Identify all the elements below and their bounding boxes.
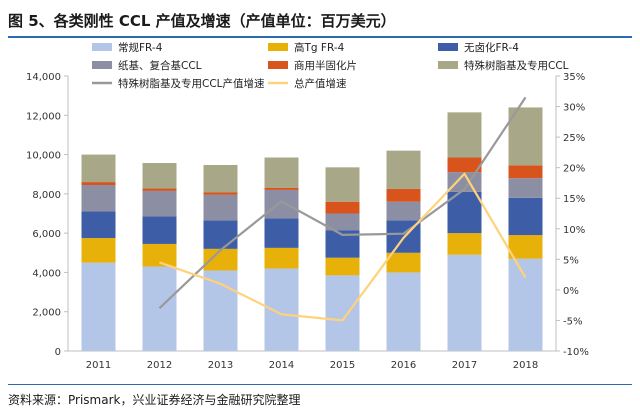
bar-segment: [142, 190, 177, 217]
y-left-tick-label: 8,000: [32, 190, 61, 201]
legend-label: 总产值增速: [294, 77, 347, 90]
footer-divider: [8, 384, 632, 385]
stacked-bar-line-chart: 常规FR-4 高Tg FR-4 无卤化FR-4纸基、复合基CCL 商用半固化片 特殊树脂…: [26, 41, 589, 371]
y-right-tick-label: 25%: [563, 133, 585, 144]
x-tick-label: 2018: [513, 360, 538, 371]
bar-segment: [142, 216, 177, 244]
y-right-tick-label: 0%: [563, 286, 579, 297]
bar-segment: [447, 157, 482, 173]
bar-segment: [447, 233, 482, 255]
bar-segment: [264, 187, 299, 190]
bar-segment: [325, 257, 360, 276]
y-right-tick-label: 20%: [563, 164, 585, 175]
bar-segment: [508, 107, 543, 166]
bar-segment: [203, 192, 238, 195]
bar-segment: [447, 254, 482, 351]
bar-segment: [386, 252, 421, 273]
y-right-tick-label: 10%: [563, 225, 585, 236]
bar-segment: [325, 275, 360, 351]
bar-segment: [447, 191, 482, 234]
bar-segment: [325, 167, 360, 202]
bar-segment: [81, 154, 116, 183]
chart-bars: [81, 107, 543, 351]
y-left-tick-label: 10,000: [26, 151, 61, 162]
bar-segment: [142, 163, 177, 189]
y-right-tick-label: 15%: [563, 194, 585, 205]
y-right-tick-label: -5%: [563, 316, 582, 327]
bar-segment: [81, 185, 116, 212]
x-tick-label: 2014: [269, 360, 294, 371]
legend-label: 纸基、复合基CCL: [118, 59, 202, 72]
bar-segment: [203, 164, 238, 193]
total-growth-line: [159, 172, 527, 322]
y-left-tick-label: 14,000: [26, 72, 61, 83]
title-divider: [8, 36, 632, 38]
y-right-tick-label: 30%: [563, 103, 585, 114]
bar-segment: [508, 165, 543, 179]
bar-segment: [203, 270, 238, 351]
chart-legend: 常规FR-4 高Tg FR-4 无卤化FR-4纸基、复合基CCL 商用半固化片 特殊树脂…: [92, 41, 569, 90]
bar-segment: [81, 182, 116, 186]
legend-swatch: [268, 61, 288, 69]
source-note: 资料来源：Prismark，兴业证券经济与金融研究院整理: [8, 393, 301, 407]
figure-title: 图 5、各类刚性 CCL 产值及增速（产值单位：百万美元）: [8, 12, 396, 30]
bar-segment: [142, 266, 177, 351]
legend-swatch: [92, 61, 112, 69]
legend-label: 特殊树脂基及专用CCL: [464, 59, 569, 72]
special-growth-line: [158, 96, 527, 309]
y-left-tick-label: 0: [55, 347, 61, 358]
legend-label: 无卤化FR-4: [464, 41, 519, 54]
legend-label: 常规FR-4: [118, 41, 163, 54]
bar-segment: [264, 157, 299, 188]
bar-segment: [325, 213, 360, 231]
legend-label: 特殊树脂基及专用CCL产值增速: [118, 77, 265, 90]
bar-segment: [447, 112, 482, 158]
bar-segment: [264, 189, 299, 219]
x-tick-label: 2012: [147, 360, 172, 371]
x-tick-label: 2015: [330, 360, 355, 371]
bar-segment: [386, 150, 421, 189]
bar-segment: [264, 247, 299, 269]
y-left-tick-label: 4,000: [32, 268, 61, 279]
x-tick-label: 2016: [391, 360, 416, 371]
bar-segment: [81, 238, 116, 263]
bar-segment: [386, 188, 421, 202]
bar-segment: [386, 201, 421, 221]
chart-area: 常规FR-4 高Tg FR-4 无卤化FR-4 纸基、复合基CCL 商用半固化片 特殊树脂…: [0, 38, 640, 382]
legend-swatch: [438, 61, 458, 69]
bar-segment: [203, 220, 238, 249]
legend-label: 高Tg FR-4: [294, 41, 345, 54]
y-right-tick-label: -10%: [563, 347, 589, 358]
bar-segment: [508, 197, 543, 236]
bar-segment: [508, 235, 543, 259]
bar-segment: [142, 243, 177, 267]
bar-segment: [142, 188, 177, 191]
legend-swatch: [92, 43, 112, 51]
bar-segment: [386, 272, 421, 351]
chart-lines: [158, 96, 527, 322]
x-tick-label: 2013: [208, 360, 233, 371]
bar-segment: [264, 218, 299, 248]
bar-segment: [325, 201, 360, 214]
bar-segment: [508, 178, 543, 198]
legend-swatch: [438, 43, 458, 51]
y-right-tick-label: 5%: [563, 255, 579, 266]
bar-segment: [203, 248, 238, 271]
y-left-tick-label: 6,000: [32, 229, 61, 240]
bar-segment: [508, 258, 543, 351]
bar-segment: [81, 262, 116, 351]
x-tick-label: 2017: [452, 360, 477, 371]
bar-segment: [203, 194, 238, 221]
bar-segment: [264, 268, 299, 351]
y-left-tick-label: 2,000: [32, 308, 61, 319]
y-right-tick-label: 35%: [563, 72, 585, 83]
bar-segment: [81, 211, 116, 239]
legend-swatch: [268, 43, 288, 51]
y-left-tick-label: 12,000: [26, 111, 61, 122]
legend-label: 商用半固化片: [294, 59, 357, 72]
x-tick-label: 2011: [86, 360, 111, 371]
